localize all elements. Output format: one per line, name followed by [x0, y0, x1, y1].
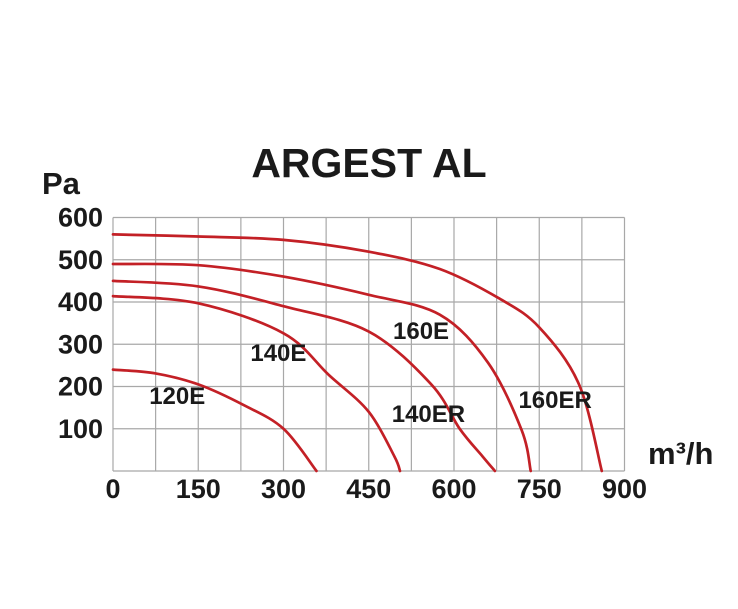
x-axis-unit-label: m³/h [648, 436, 714, 471]
x-tick-label: 600 [431, 474, 476, 504]
curve-140ER [111, 279, 497, 473]
y-tick-label: 400 [58, 287, 103, 317]
series-label-160E: 160E [393, 318, 449, 345]
curve-160E [111, 262, 533, 473]
x-tick-label: 0 [105, 474, 120, 504]
series-label-120E: 120E [149, 383, 205, 410]
y-tick-label: 100 [58, 414, 103, 444]
y-axis-unit-label: Pa [42, 166, 80, 201]
x-tick-label: 750 [517, 474, 562, 504]
y-tick-label: 300 [58, 329, 103, 359]
x-tick-label: 150 [176, 474, 221, 504]
curve-160ER [111, 233, 604, 473]
y-tick-label: 500 [58, 245, 103, 275]
x-tick-label: 450 [346, 474, 391, 504]
y-tick-label: 600 [58, 203, 103, 233]
series-label-160ER: 160ER [518, 387, 591, 414]
curve-120E [111, 368, 318, 473]
x-tick-label: 900 [602, 474, 647, 504]
curve-140E [111, 294, 402, 473]
series-label-140E: 140E [250, 340, 306, 367]
x-tick-label: 300 [261, 474, 306, 504]
y-tick-label: 200 [58, 372, 103, 402]
series-label-140ER: 140ER [392, 401, 465, 428]
chart-title: ARGEST AL [251, 140, 487, 186]
